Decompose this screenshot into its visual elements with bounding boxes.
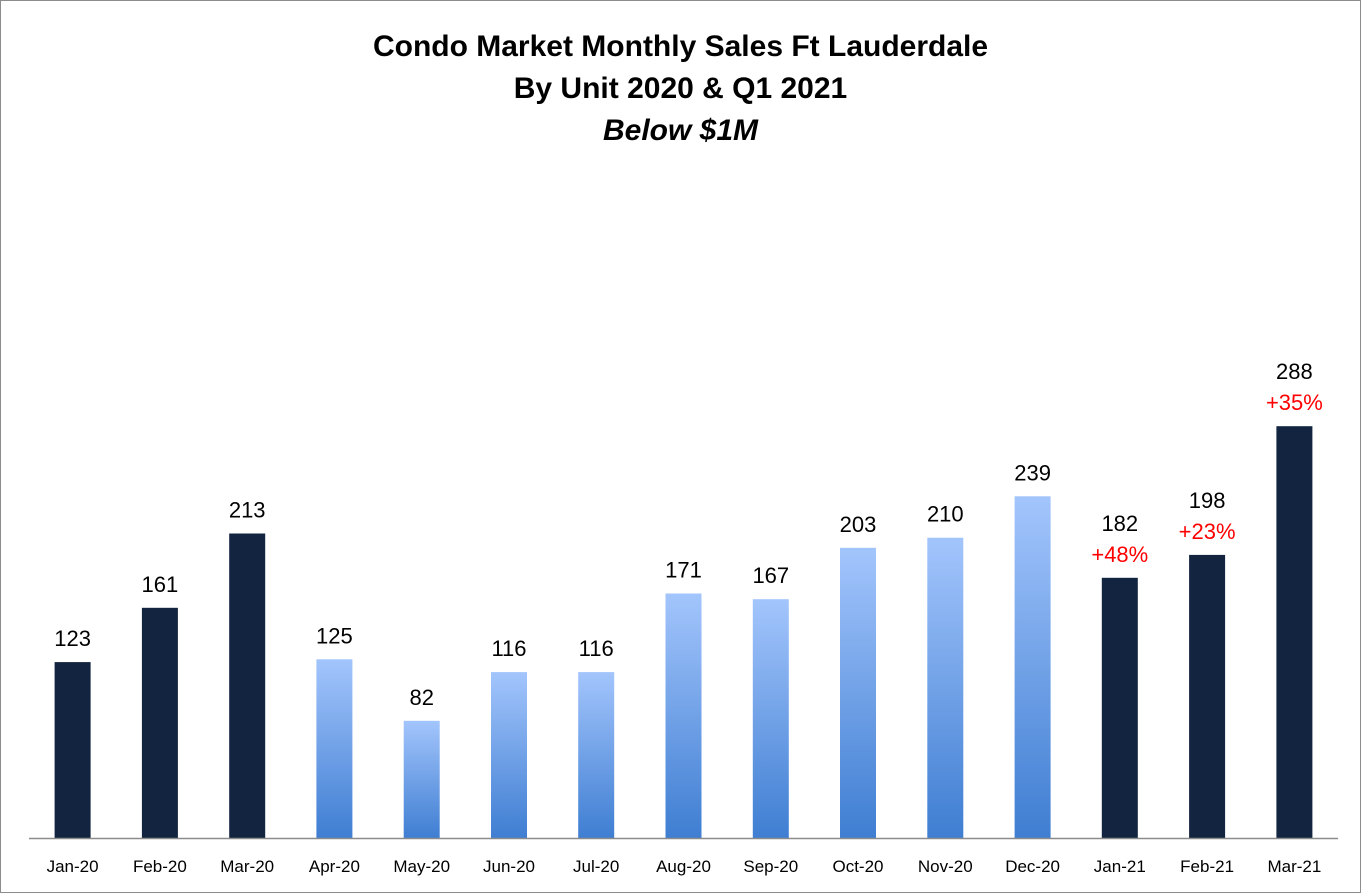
data-label-feb-20: 161 xyxy=(142,572,179,597)
data-label-mar-20: 213 xyxy=(229,498,266,523)
bars-layer xyxy=(54,426,1313,838)
x-tick-feb-20: Feb-20 xyxy=(133,857,187,876)
x-tick-mar-20: Mar-20 xyxy=(220,857,274,876)
bar-aug-20 xyxy=(665,593,702,838)
bar-mar-20 xyxy=(229,533,266,838)
x-tick-jul-20: Jul-20 xyxy=(573,857,619,876)
data-label-dec-20: 239 xyxy=(1014,460,1051,485)
change-label-feb-21: +23% xyxy=(1179,519,1236,544)
x-tick-feb-21: Feb-21 xyxy=(1180,857,1234,876)
value-labels-layer: 123 161 213 125 82 116 116 171 167 203 210 239 182 +4… xyxy=(54,359,1323,710)
data-label-jul-20: 116 xyxy=(579,636,614,661)
bar-jun-20 xyxy=(491,672,527,838)
data-label-jan-21: 182 xyxy=(1101,511,1138,536)
data-label-may-20: 82 xyxy=(409,685,433,710)
x-tick-jan-20: Jan-20 xyxy=(47,857,99,876)
bar-apr-20 xyxy=(316,659,353,838)
bar-sep-20 xyxy=(752,599,789,838)
x-tick-dec-20: Dec-20 xyxy=(1005,857,1060,876)
bar-feb-21 xyxy=(1189,554,1226,838)
x-tick-may-20: May-20 xyxy=(393,857,450,876)
bar-dec-20 xyxy=(1014,496,1051,838)
x-tick-sep-20: Sep-20 xyxy=(743,857,798,876)
bar-jan-20 xyxy=(54,662,91,838)
bar-mar-21 xyxy=(1276,426,1313,838)
x-tick-mar-21: Mar-21 xyxy=(1267,857,1321,876)
bar-jul-20 xyxy=(578,672,615,838)
x-tick-apr-20: Apr-20 xyxy=(309,857,360,876)
change-label-mar-21: +35% xyxy=(1266,390,1323,415)
bar-jan-21 xyxy=(1101,577,1138,838)
bar-may-20 xyxy=(403,720,440,838)
data-label-jan-20: 123 xyxy=(54,626,91,651)
data-label-aug-20: 171 xyxy=(665,558,702,583)
data-label-mar-21: 288 xyxy=(1276,359,1313,384)
chart-title-block: Condo Market Monthly Sales Ft Lauderdale… xyxy=(0,26,1361,152)
data-label-oct-20: 203 xyxy=(840,512,877,537)
x-tick-jun-20: Jun-20 xyxy=(483,857,535,876)
chart-subtitle-2: Below $1M xyxy=(602,114,759,147)
bar-feb-20 xyxy=(141,607,178,838)
data-label-feb-21: 198 xyxy=(1189,488,1226,513)
change-label-jan-21: +48% xyxy=(1091,542,1148,567)
chart-title: Condo Market Monthly Sales Ft Lauderdale xyxy=(372,30,989,63)
data-label-nov-20: 210 xyxy=(927,502,964,527)
data-label-jun-20: 116 xyxy=(491,636,526,661)
data-label-sep-20: 167 xyxy=(752,563,789,588)
bar-nov-20 xyxy=(927,537,964,838)
x-tick-labels-layer: Jan-20 Feb-20 Mar-20 Apr-20 May-20 Jun-20 Jul-… xyxy=(47,857,1322,876)
x-tick-oct-20: Oct-20 xyxy=(832,857,883,876)
data-label-apr-20: 125 xyxy=(316,623,353,648)
x-tick-aug-20: Aug-20 xyxy=(656,857,711,876)
x-tick-nov-20: Nov-20 xyxy=(918,857,973,876)
x-tick-jan-21: Jan-21 xyxy=(1094,857,1146,876)
chart-subtitle: By Unit 2020 & Q1 2021 xyxy=(513,72,848,105)
bar-oct-20 xyxy=(840,547,876,838)
